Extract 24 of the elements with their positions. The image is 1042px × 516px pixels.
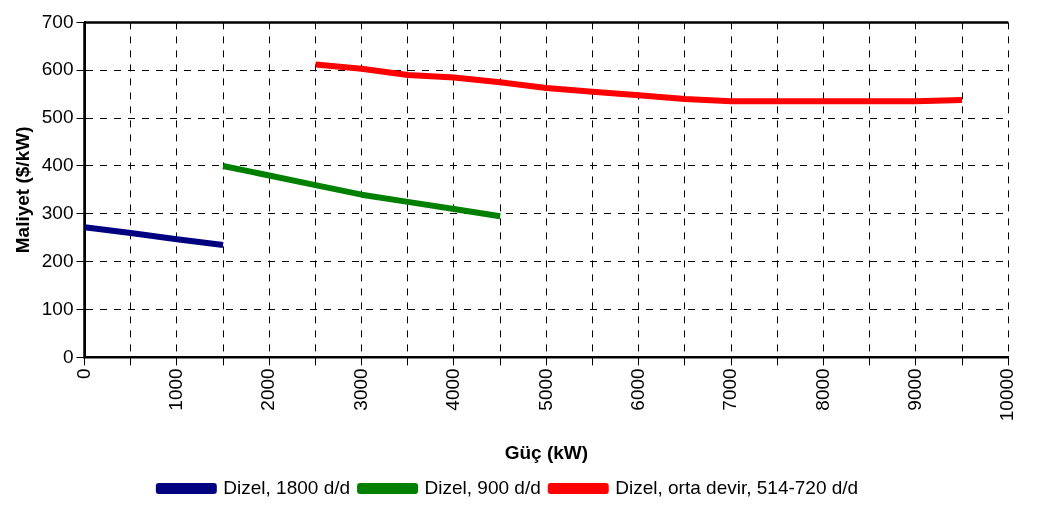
x-tick-label: 1000 xyxy=(165,368,187,411)
y-tick-label: 300 xyxy=(41,202,74,224)
x-tick-label: 5000 xyxy=(534,368,556,411)
x-tick-label: 8000 xyxy=(811,368,833,411)
y-axis-title: Maliyet ($/kW) xyxy=(11,126,33,254)
x-tick-label: 2000 xyxy=(257,368,279,411)
y-tick-label: 400 xyxy=(41,154,74,176)
legend-label: Dizel, 1800 d/d xyxy=(223,476,351,498)
x-tick-label: 6000 xyxy=(626,368,648,411)
y-tick-label: 100 xyxy=(41,297,74,319)
x-axis-title: Güç (kW) xyxy=(504,441,589,463)
y-tick-label: 600 xyxy=(41,58,74,80)
y-tick-label: 0 xyxy=(62,345,74,367)
legend-label: Dizel, 900 d/d xyxy=(424,476,541,498)
x-tick-label: 9000 xyxy=(904,368,926,411)
x-tick-label: 4000 xyxy=(442,368,464,411)
y-tick-label: 700 xyxy=(41,10,74,32)
x-tick-label: 3000 xyxy=(349,368,371,411)
x-tick-label: 0 xyxy=(72,368,94,379)
x-tick-label: 7000 xyxy=(719,368,741,411)
x-tick-label: 10000 xyxy=(996,368,1018,422)
y-tick-label: 500 xyxy=(41,106,74,128)
legend-label: Dizel, orta devir, 514-720 d/d xyxy=(615,476,859,498)
y-tick-label: 200 xyxy=(41,249,74,271)
